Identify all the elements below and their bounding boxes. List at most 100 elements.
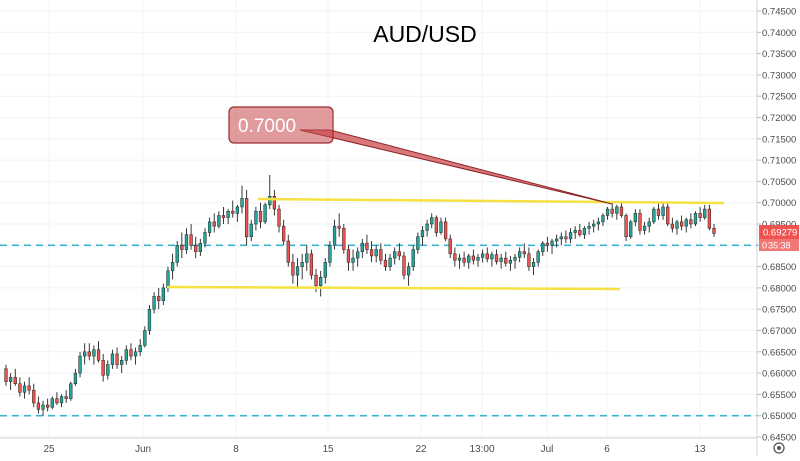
candle-body-up (661, 206, 665, 216)
candle (670, 217, 674, 233)
candle-body-up (684, 219, 688, 227)
candle (59, 394, 64, 408)
candle (592, 219, 596, 233)
candle-body-down (314, 274, 318, 287)
candle (629, 219, 633, 239)
candle-body-up (170, 262, 175, 272)
candle-body-down (18, 383, 22, 393)
candle (402, 251, 406, 280)
candle-body-up (73, 372, 78, 385)
candle-body-up (374, 249, 378, 257)
price-tick-label: 0.70000 (762, 198, 796, 209)
candle-body-up (675, 221, 679, 229)
candle-body-down (679, 221, 684, 227)
price-tick-label: 0.73500 (762, 49, 796, 60)
time-tick-label: 15 (322, 444, 334, 455)
candle-body-down (157, 296, 161, 301)
candle-body-up (425, 223, 429, 231)
last-price-label: 0.69279 (763, 228, 797, 239)
candle-body-up (152, 296, 156, 310)
candle (596, 217, 600, 231)
candle (351, 249, 355, 271)
candle (18, 377, 22, 397)
candle (397, 243, 401, 261)
candle-body-up (508, 259, 513, 264)
candle (610, 202, 614, 218)
price-tick-label: 0.65000 (762, 411, 796, 422)
candle (249, 219, 253, 242)
support-line[interactable] (166, 285, 621, 291)
candle-body-up (69, 383, 73, 399)
candle-body-up (416, 236, 420, 250)
candle (244, 189, 249, 246)
candle-body-down (309, 253, 314, 276)
candle (258, 202, 263, 229)
candle (83, 343, 87, 365)
price-tick-label: 0.71500 (762, 134, 796, 145)
candle-body-down (578, 230, 582, 235)
candle (518, 247, 522, 263)
candle (675, 219, 679, 235)
candle (356, 247, 360, 267)
candle-body-up (629, 221, 633, 238)
price-tick-label: 0.72000 (762, 113, 796, 124)
candle (573, 226, 577, 239)
candle-body-up (499, 257, 503, 262)
candle-body-up (467, 255, 471, 263)
price-tick-label: 0.67500 (762, 305, 796, 316)
candle (152, 292, 156, 314)
candle (494, 249, 499, 265)
candle-body-up (550, 240, 554, 246)
candle (55, 392, 59, 406)
candle (170, 253, 175, 280)
candle (462, 251, 466, 267)
candle-body-up (360, 242, 364, 252)
hidden-price-fragment: 0 (762, 241, 767, 251)
candle (434, 215, 438, 237)
candle (87, 343, 91, 361)
candle (393, 247, 397, 265)
candle-body-up (207, 221, 212, 233)
candle-body-up (268, 196, 272, 206)
candle-body-down (4, 368, 8, 382)
candle (124, 345, 128, 365)
candle (457, 253, 462, 269)
candle-body-down (180, 245, 184, 250)
callout-box[interactable] (228, 106, 334, 144)
gear-icon[interactable] (773, 442, 785, 454)
candle (568, 228, 573, 244)
candle-body-up (22, 385, 27, 393)
price-tick-label: 0.72500 (762, 92, 796, 103)
candle-body-up (217, 215, 221, 227)
candle-body-down (638, 213, 642, 231)
candle (587, 221, 591, 235)
candle (388, 253, 392, 271)
candle-body-up (203, 232, 207, 244)
price-tick-label: 0.70500 (762, 177, 796, 188)
candle (277, 204, 281, 233)
candle (46, 398, 50, 412)
candle (504, 251, 508, 267)
candle-body-up (161, 287, 165, 301)
candle-body-down (337, 225, 341, 229)
candle-body-up (78, 355, 82, 374)
candle-body-up (393, 251, 397, 259)
settings-button[interactable] (773, 442, 785, 454)
candle (240, 185, 244, 214)
candle-body-up (693, 213, 698, 225)
candle (332, 219, 337, 250)
candle (231, 200, 235, 218)
candle-body-down (656, 208, 661, 216)
candle (138, 339, 142, 357)
resistance-line[interactable] (257, 197, 725, 205)
time-axis[interactable]: 25 Jun 8 15 22 13:00 Jul 6 13 (43, 444, 706, 455)
candle-body-up (143, 330, 147, 346)
candle-body-up (573, 230, 577, 233)
price-axis[interactable]: 0.74500 0.74000 0.73500 0.73000 0.72500 0.720… (757, 7, 799, 444)
candle (642, 221, 647, 235)
candle (652, 206, 656, 224)
time-tick-label: 6 (604, 444, 610, 455)
candle-body-down (342, 228, 346, 250)
